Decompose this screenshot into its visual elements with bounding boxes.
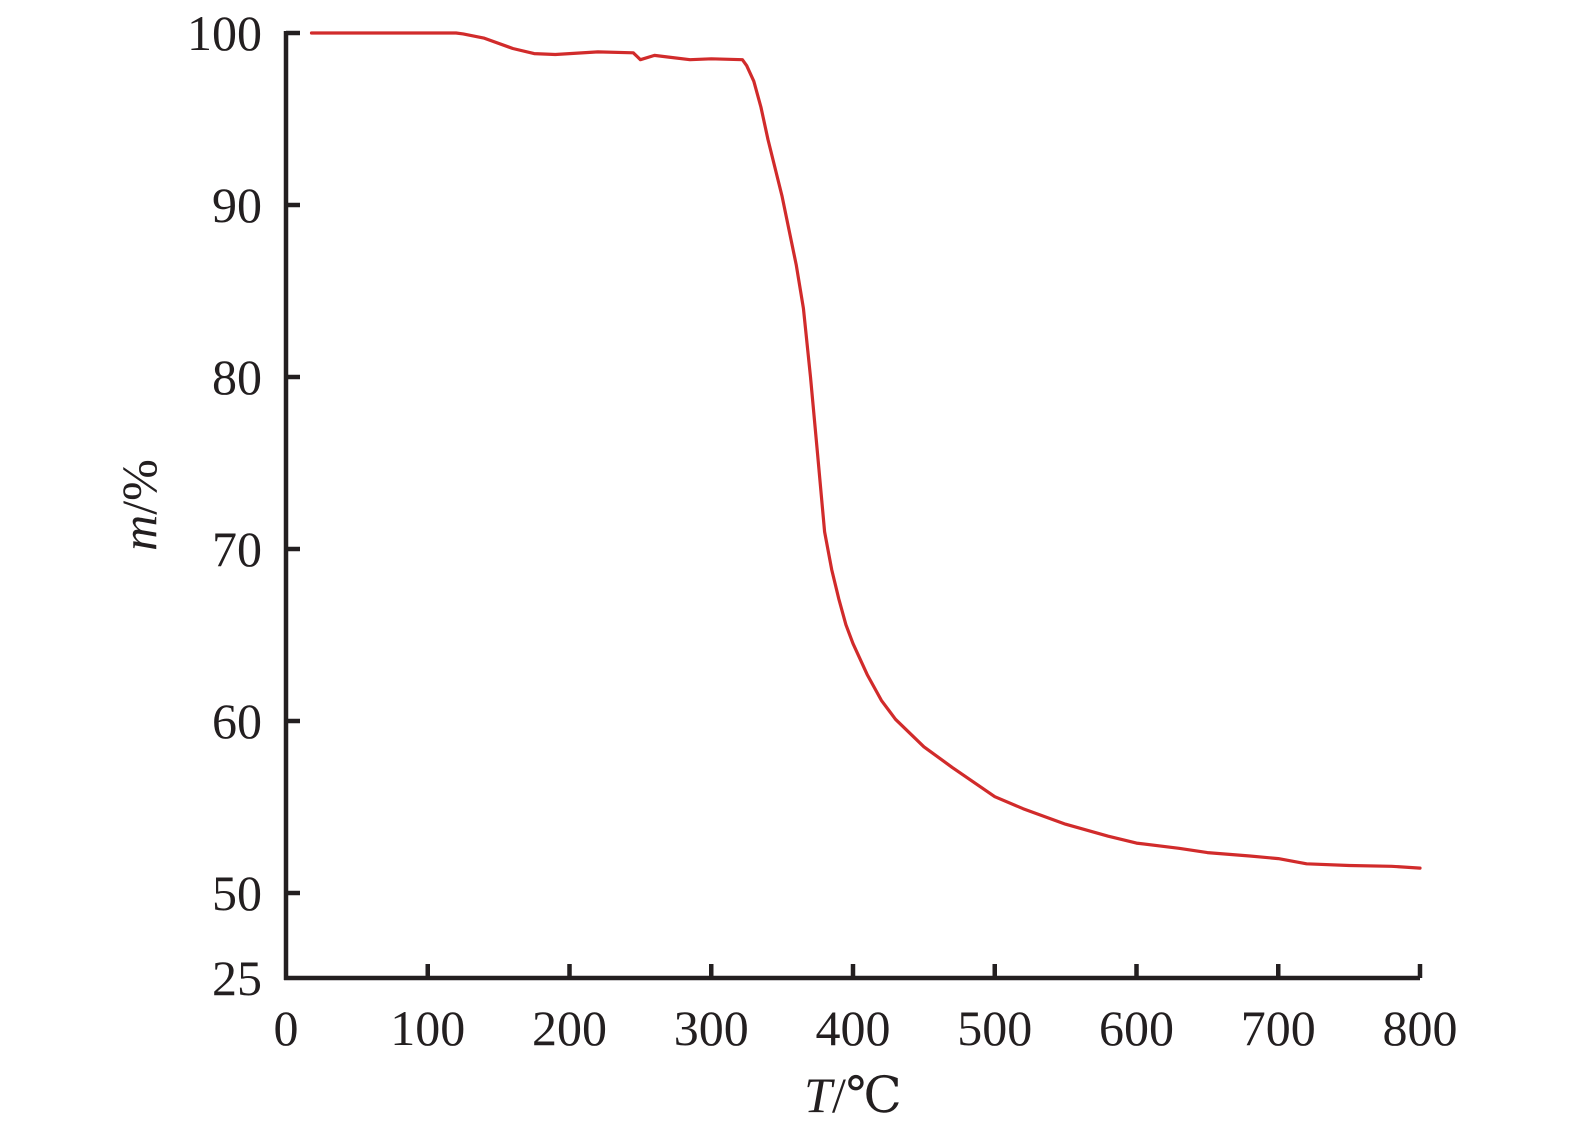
x-axis-unit: /℃ bbox=[832, 1067, 902, 1123]
y-axis-unit: /% bbox=[111, 459, 167, 515]
x-axis-title: T/℃ bbox=[804, 1067, 902, 1123]
y-tick-label: 60 bbox=[212, 693, 262, 749]
x-tick-label: 700 bbox=[1241, 1000, 1316, 1056]
y-tick-label: 90 bbox=[212, 177, 262, 233]
axes bbox=[283, 31, 1420, 981]
y-axis-variable: m bbox=[111, 515, 167, 551]
ticks bbox=[286, 30, 1423, 978]
x-tick-label: 500 bbox=[957, 1000, 1032, 1056]
y-tick-label: 70 bbox=[212, 521, 262, 577]
x-tick-label: 600 bbox=[1099, 1000, 1174, 1056]
y-tick-label: 80 bbox=[212, 349, 262, 405]
y-break-label: 25 bbox=[212, 950, 262, 1006]
series bbox=[309, 31, 1422, 870]
y-tick-label: 50 bbox=[212, 865, 262, 921]
x-tick-label: 200 bbox=[532, 1000, 607, 1056]
y-axis-title: m/% bbox=[111, 459, 167, 551]
x-tick-label: 100 bbox=[390, 1000, 465, 1056]
x-tick-label: 0 bbox=[274, 1000, 299, 1056]
x-tick-label: 400 bbox=[816, 1000, 891, 1056]
x-tick-label: 800 bbox=[1383, 1000, 1458, 1056]
x-axis-variable: T bbox=[804, 1067, 835, 1123]
tick-labels: 100 90 80 70 60 50 250 100 200 300 400 500 600 700 800 bbox=[187, 5, 1458, 1056]
mass-loss-curve bbox=[309, 31, 1422, 870]
y-tick-label: 100 bbox=[187, 5, 262, 61]
x-tick-label: 300 bbox=[674, 1000, 749, 1056]
